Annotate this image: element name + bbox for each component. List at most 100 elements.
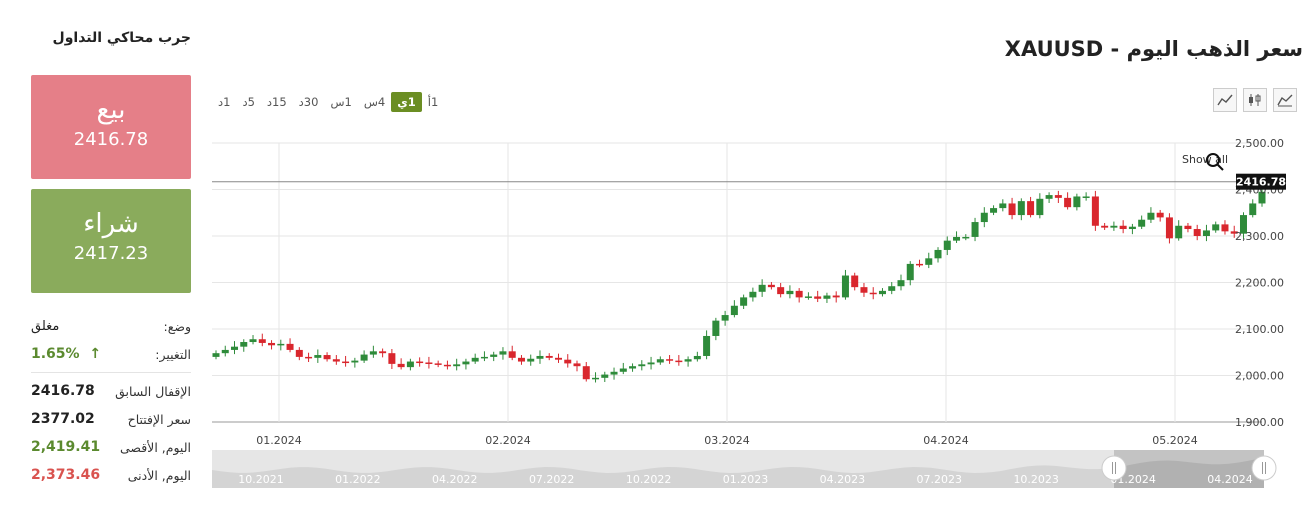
candle-body bbox=[1165, 217, 1173, 239]
candle-body bbox=[1175, 225, 1183, 239]
navigator-label: 04.2023 bbox=[820, 473, 866, 486]
navigator-handle-left[interactable] bbox=[1101, 455, 1127, 481]
candle bbox=[416, 357, 424, 367]
candle bbox=[601, 371, 609, 383]
candle-body bbox=[462, 361, 470, 365]
chart-overlay: 2416.78 Show all bbox=[212, 153, 1286, 190]
timeframe-7[interactable]: 1أ bbox=[427, 95, 439, 109]
candle-body bbox=[897, 280, 905, 287]
candle bbox=[545, 353, 553, 361]
candle bbox=[943, 236, 951, 256]
candle-body bbox=[360, 354, 368, 361]
candle bbox=[462, 358, 470, 370]
timeframe-4[interactable]: 1س bbox=[330, 95, 352, 109]
x-tick-label: 02.2024 bbox=[485, 434, 531, 447]
candle-body bbox=[767, 284, 775, 288]
y-axis: 2,500.00 2,400.00 2,300.00 2,200.00 2,100.00… bbox=[1235, 137, 1284, 429]
candle-body bbox=[730, 305, 738, 316]
candle-body bbox=[554, 357, 562, 360]
candle-body bbox=[295, 349, 303, 357]
navigator-label: 01.2024 bbox=[1110, 473, 1156, 486]
timeframe-3[interactable]: 30د bbox=[298, 95, 319, 109]
candle-body bbox=[1027, 201, 1035, 216]
candle-body bbox=[786, 290, 794, 295]
candle-body bbox=[1239, 215, 1247, 234]
candle bbox=[434, 360, 442, 368]
navigator-handle-right[interactable] bbox=[1251, 455, 1277, 481]
candle bbox=[582, 362, 590, 382]
y-tick-label: 2,200.00 bbox=[1235, 277, 1284, 290]
candle bbox=[1027, 196, 1035, 218]
timeframe-6[interactable]: 1ي bbox=[391, 92, 422, 112]
y-tick-label: 2,500.00 bbox=[1235, 137, 1284, 150]
candlestick-chart-icon[interactable] bbox=[1243, 88, 1267, 112]
candle bbox=[610, 367, 618, 380]
navigator-label: 10.2022 bbox=[626, 473, 672, 486]
buy-price: 2417.23 bbox=[73, 243, 149, 264]
candle-body bbox=[453, 364, 461, 367]
candle bbox=[629, 363, 637, 372]
candle bbox=[554, 353, 562, 363]
show-all-button[interactable]: Show all bbox=[1182, 153, 1228, 166]
candle bbox=[675, 355, 683, 366]
candle-body bbox=[1082, 196, 1090, 198]
candle-body bbox=[1156, 212, 1164, 218]
candle-body bbox=[240, 342, 248, 347]
high-label: اليوم, الأقصى bbox=[119, 439, 191, 455]
candle-body bbox=[342, 361, 350, 364]
candle-body bbox=[573, 363, 581, 367]
candle bbox=[693, 351, 701, 362]
candle bbox=[999, 199, 1007, 212]
buy-button[interactable]: شراء 2417.23 bbox=[31, 189, 191, 293]
candle bbox=[916, 259, 924, 268]
candle-body bbox=[638, 364, 646, 367]
area-chart-icon[interactable] bbox=[1273, 88, 1297, 112]
candle-body bbox=[851, 275, 859, 288]
candle bbox=[517, 355, 525, 365]
candle-body bbox=[999, 203, 1007, 209]
sell-label: بيع bbox=[96, 95, 126, 125]
timeframe-1[interactable]: 5د bbox=[242, 95, 255, 109]
trading-simulator-link[interactable]: جرب محاكي التداول bbox=[52, 30, 191, 46]
stat-row-change: 1.65% ↑ التغيير: bbox=[31, 340, 191, 368]
candle bbox=[666, 355, 674, 364]
prev-close-label: الإقفال السابق bbox=[115, 383, 191, 399]
line-chart-icon[interactable] bbox=[1213, 88, 1237, 112]
timeframe-5[interactable]: 4س bbox=[363, 95, 386, 109]
change-percent: 1.65% bbox=[31, 346, 80, 362]
sell-button[interactable]: بيع 2416.78 bbox=[31, 75, 191, 179]
candle-body bbox=[990, 208, 998, 213]
chart-grid bbox=[212, 142, 1262, 423]
candle bbox=[453, 358, 461, 371]
candle bbox=[369, 345, 377, 358]
candle-body bbox=[712, 320, 720, 336]
open-value: 2377.02 bbox=[31, 411, 95, 427]
y-tick-label: 2,300.00 bbox=[1235, 230, 1284, 243]
candle-body bbox=[425, 362, 433, 364]
candle-body bbox=[971, 222, 979, 237]
candle bbox=[443, 360, 451, 370]
y-tick-label: 2,400.00 bbox=[1235, 184, 1284, 197]
status-value: مغلق bbox=[31, 318, 60, 334]
candle-body bbox=[1184, 225, 1192, 230]
candle-body bbox=[675, 360, 683, 363]
chart-type-toolbar bbox=[1213, 88, 1297, 112]
candle bbox=[823, 292, 831, 303]
prev-close-value: 2416.78 bbox=[31, 383, 95, 399]
candle bbox=[332, 355, 340, 365]
candle bbox=[749, 287, 757, 302]
candle bbox=[1165, 213, 1173, 244]
candle bbox=[536, 350, 544, 364]
timeframe-0[interactable]: 1د bbox=[218, 95, 231, 109]
stat-row-low: 2,373.46 اليوم, الأدنى bbox=[31, 461, 191, 489]
candle bbox=[1008, 197, 1016, 220]
candle bbox=[712, 317, 720, 341]
candle-body bbox=[804, 296, 812, 298]
timeframe-2[interactable]: 15د bbox=[266, 95, 287, 109]
low-label: اليوم, الأدنى bbox=[127, 467, 191, 483]
candle bbox=[888, 282, 896, 295]
candle-body bbox=[601, 374, 609, 378]
candle-body bbox=[332, 359, 340, 362]
zoom-handle bbox=[1216, 163, 1224, 171]
